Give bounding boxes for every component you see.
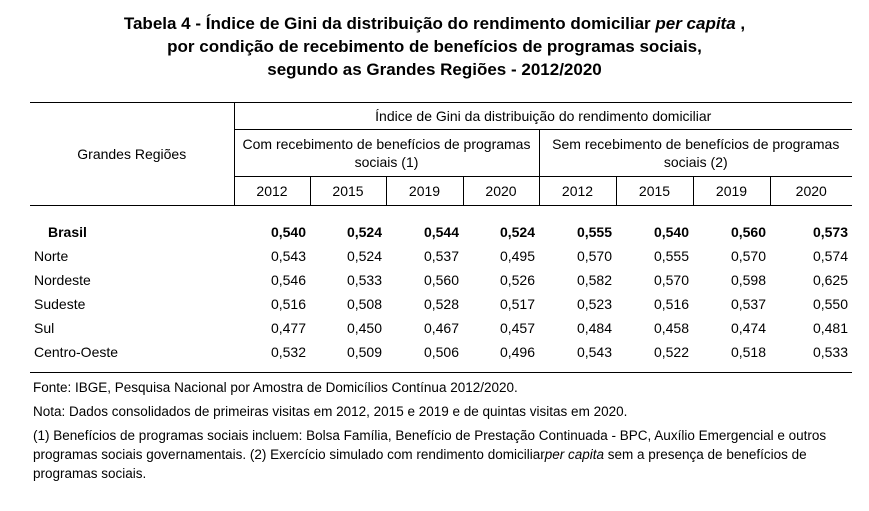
- year-header: 2012: [538, 176, 616, 206]
- table-title: Tabela 4 - Índice de Gini da distribuiçã…: [0, 12, 869, 81]
- gini-value: 0,509: [346, 344, 382, 360]
- table-row: Norte 0,543 0,524 0,537 0,495 0,570 0,555 0,570…: [30, 244, 852, 268]
- gini-value: 0,533: [346, 272, 382, 288]
- gini-value: 0,458: [653, 320, 689, 336]
- gini-header: Índice de Gini da distribuição do rendim…: [233, 102, 852, 130]
- region-header: Grandes Regiões: [30, 102, 234, 206]
- gini-value: 0,570: [576, 248, 612, 264]
- gini-value: 0,532: [270, 344, 306, 360]
- gini-value: 0,450: [346, 320, 382, 336]
- gini-value: 0,524: [346, 248, 382, 264]
- gini-value: 0,570: [653, 272, 689, 288]
- title-line-1: Tabela 4 - Índice de Gini da distribuiçã…: [123, 14, 746, 33]
- region-name: Nordeste: [34, 272, 91, 288]
- gini-value: 0,540: [653, 224, 689, 240]
- gini-value: 0,484: [576, 320, 612, 336]
- table-row: Brasil 0,540 0,524 0,544 0,524 0,555 0,540 0,56…: [30, 220, 852, 244]
- year-header: 2015: [309, 176, 386, 206]
- year-header: 2019: [692, 176, 770, 206]
- region-name: Centro-Oeste: [34, 344, 119, 360]
- gini-value: 0,544: [423, 224, 459, 240]
- table-body: Brasil 0,540 0,524 0,544 0,524 0,555 0,540 0,56…: [30, 206, 852, 373]
- title-line-2: por condição de recebimento de benefício…: [167, 37, 702, 56]
- gini-value: 0,560: [423, 272, 459, 288]
- region-name: Norte: [34, 248, 69, 264]
- gini-value: 0,537: [730, 296, 766, 312]
- gini-value: 0,543: [576, 344, 612, 360]
- gini-table: Grandes Regiões Índice de Gini da distri…: [30, 102, 852, 373]
- region-name: Sudeste: [34, 296, 86, 312]
- table-row: Nordeste 0,546 0,533 0,560 0,526 0,582 0,570 0,…: [30, 268, 852, 292]
- gini-value: 0,522: [653, 344, 689, 360]
- year-header: 2020: [769, 176, 852, 206]
- general-note: Nota: Dados consolidados de primeiras vi…: [33, 404, 628, 419]
- gini-value: 0,457: [499, 320, 535, 336]
- table-notes: Fonte: IBGE, Pesquisa Nacional por Amost…: [33, 378, 853, 488]
- region-name: Brasil: [48, 224, 87, 240]
- gini-value: 0,524: [346, 224, 382, 240]
- gini-value: 0,555: [653, 248, 689, 264]
- gini-value: 0,506: [423, 344, 459, 360]
- table-row: Sul 0,477 0,450 0,467 0,457 0,484 0,458 0,474 0,…: [30, 316, 852, 340]
- group-header-with-benefits: Com recebimento de benefícios de program…: [233, 129, 539, 177]
- gini-value: 0,574: [812, 248, 848, 264]
- gini-value: 0,582: [576, 272, 612, 288]
- gini-value: 0,496: [499, 344, 535, 360]
- gini-value: 0,508: [346, 296, 382, 312]
- gini-value: 0,560: [730, 224, 766, 240]
- gini-value: 0,495: [499, 248, 535, 264]
- gini-value: 0,625: [812, 272, 848, 288]
- gini-value: 0,518: [730, 344, 766, 360]
- footnote: (1) Benefícios de programas sociais incl…: [33, 428, 827, 481]
- gini-value: 0,481: [812, 320, 848, 336]
- gini-value: 0,573: [812, 224, 848, 240]
- group-header-without-benefits: Sem recebimento de benefícios de program…: [538, 129, 852, 177]
- gini-value: 0,550: [812, 296, 848, 312]
- year-header: 2020: [462, 176, 539, 206]
- gini-value: 0,523: [576, 296, 612, 312]
- gini-value: 0,540: [270, 224, 306, 240]
- gini-value: 0,517: [499, 296, 535, 312]
- gini-value: 0,570: [730, 248, 766, 264]
- gini-value: 0,474: [730, 320, 766, 336]
- gini-value: 0,477: [270, 320, 306, 336]
- gini-value: 0,598: [730, 272, 766, 288]
- title-line-3: segundo as Grandes Regiões - 2012/2020: [267, 60, 602, 79]
- gini-value: 0,533: [812, 344, 848, 360]
- gini-value: 0,524: [499, 224, 535, 240]
- table-row: Centro-Oeste 0,532 0,509 0,506 0,496 0,543 0,5…: [30, 340, 852, 364]
- region-name: Sul: [34, 320, 55, 336]
- year-header: 2012: [233, 176, 310, 206]
- gini-value: 0,516: [653, 296, 689, 312]
- gini-value: 0,555: [576, 224, 612, 240]
- year-header-row: 2012 2015 2019 2020 2012 2015 2019 2020: [30, 176, 852, 206]
- table-row: Sudeste 0,516 0,508 0,528 0,517 0,523 0,516 0,5…: [30, 292, 852, 316]
- gini-value: 0,467: [423, 320, 459, 336]
- gini-value: 0,537: [423, 248, 459, 264]
- year-header: 2015: [615, 176, 693, 206]
- gini-value: 0,546: [270, 272, 306, 288]
- source-note: Fonte: IBGE, Pesquisa Nacional por Amost…: [33, 380, 518, 395]
- gini-value: 0,543: [270, 248, 306, 264]
- gini-value: 0,528: [423, 296, 459, 312]
- title-italic: per capita: [655, 14, 736, 33]
- gini-value: 0,526: [499, 272, 535, 288]
- year-header: 2019: [385, 176, 463, 206]
- gini-value: 0,516: [270, 296, 306, 312]
